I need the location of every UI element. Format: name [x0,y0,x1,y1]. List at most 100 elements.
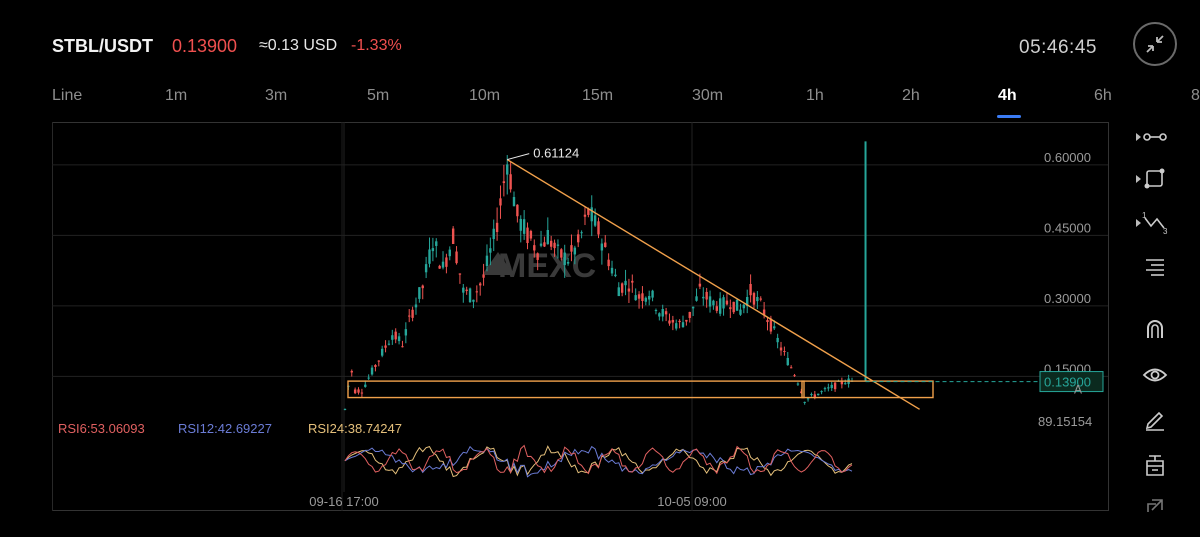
candle-body [465,289,468,291]
candle-body [749,283,752,296]
price-tick-label: 0.45000 [1044,220,1091,235]
time-axis: 09-16 17:00 10-05 09:00 [309,494,726,509]
candle-body [357,389,360,393]
candle-body [448,249,451,257]
rsi-line [344,444,853,475]
alert-marker[interactable]: A [1074,383,1082,397]
tab-30m[interactable]: 30m [692,87,724,104]
svg-text:3: 3 [1163,227,1168,236]
candle-body [570,245,573,252]
candle-body [455,251,458,264]
rsi-axis-value: 89.15154 [1038,414,1092,429]
candle-body [533,245,536,251]
candle-body [766,320,769,323]
candle-body [536,253,539,260]
edit-tool[interactable] [1136,404,1176,434]
tab-1m[interactable]: 1m [165,87,188,104]
magnet-tool[interactable] [1136,314,1176,344]
candle-body [752,293,756,305]
candle-body [549,240,553,247]
candle-body [654,310,658,312]
candle-body [695,296,698,301]
candle-body [435,241,438,246]
candle-body [688,311,691,318]
current-price-tag[interactable]: 0.13900 [1039,371,1104,393]
candle-body [786,357,789,366]
time-tick-label: 10-05 09:00 [657,494,726,509]
candle-body [617,287,620,297]
candle-body [438,265,441,269]
fib-icon [1146,259,1164,276]
candle-body [424,264,428,273]
tab-4h[interactable]: 4h [998,87,1017,104]
candle-body [607,259,610,267]
pair-name[interactable]: STBL/USDT [52,36,153,56]
candle-body [840,380,844,385]
tab-10m[interactable]: 10m [469,87,501,104]
candle-body [678,320,681,323]
candle-body [472,299,475,302]
tab-15m[interactable]: 15m [582,87,614,104]
candle-body [519,218,522,231]
candle-body [789,367,793,369]
price-change: -1.33% [351,37,402,54]
candle-body [458,273,462,275]
candle-body [631,280,634,283]
candle-body [735,299,739,311]
candle-body [431,248,435,252]
tab-2h[interactable]: 2h [902,87,920,104]
tab-6h[interactable]: 6h [1094,87,1112,104]
candle-body [604,242,607,247]
share-tool[interactable] [1136,496,1176,526]
shape-tool[interactable] [1136,164,1176,194]
candle-body [725,300,729,305]
tab-3m[interactable]: 3m [265,87,288,104]
usd-equivalent: ≈0.13 USD [259,37,338,54]
candle-body [634,295,637,301]
watermark-logo-icon [482,252,514,275]
peak-label: 0.61124 [533,146,579,161]
candle-body [742,304,746,309]
candle-body [387,343,391,345]
collapse-button[interactable] [1133,22,1177,66]
candle-body [827,387,830,389]
fib-tool[interactable] [1136,252,1176,282]
clear-tool[interactable] [1136,450,1176,480]
line-tool-icon [1143,133,1167,141]
trend-line-tool[interactable] [1136,122,1176,152]
candle-body [620,283,624,293]
candle-body [641,293,644,302]
candle-body [759,298,762,300]
candle-body [833,382,837,390]
candle-body [451,228,455,245]
candle-body [391,335,394,340]
candle-body [353,389,357,394]
last-price: 0.13900 [172,36,238,56]
candle-body [583,214,587,217]
tab-8h[interactable]: 8 [1191,87,1200,104]
price-tick-label: 0.30000 [1044,291,1091,306]
candle-body [367,377,370,379]
candle-body [712,300,715,306]
tab-line[interactable]: Line [52,87,83,104]
tab-1h[interactable]: 1h [806,87,824,104]
rsi6-label: RSI6:53.06093 [58,421,145,436]
candles [343,141,867,411]
candle-body [773,326,776,329]
tab-5m[interactable]: 5m [367,87,390,104]
candle-body [661,309,664,317]
candle-body [732,301,735,313]
candle-body [637,294,641,299]
candle-body [671,319,675,323]
candle-body [546,229,549,245]
candle-body [590,207,593,222]
share-icon [1147,499,1163,512]
candle-body [441,261,445,268]
candle-body [702,296,705,299]
collapse-icon [1146,35,1164,53]
candle-body [492,228,495,240]
visibility-tool[interactable] [1136,360,1176,390]
support-zone-left [347,380,805,399]
